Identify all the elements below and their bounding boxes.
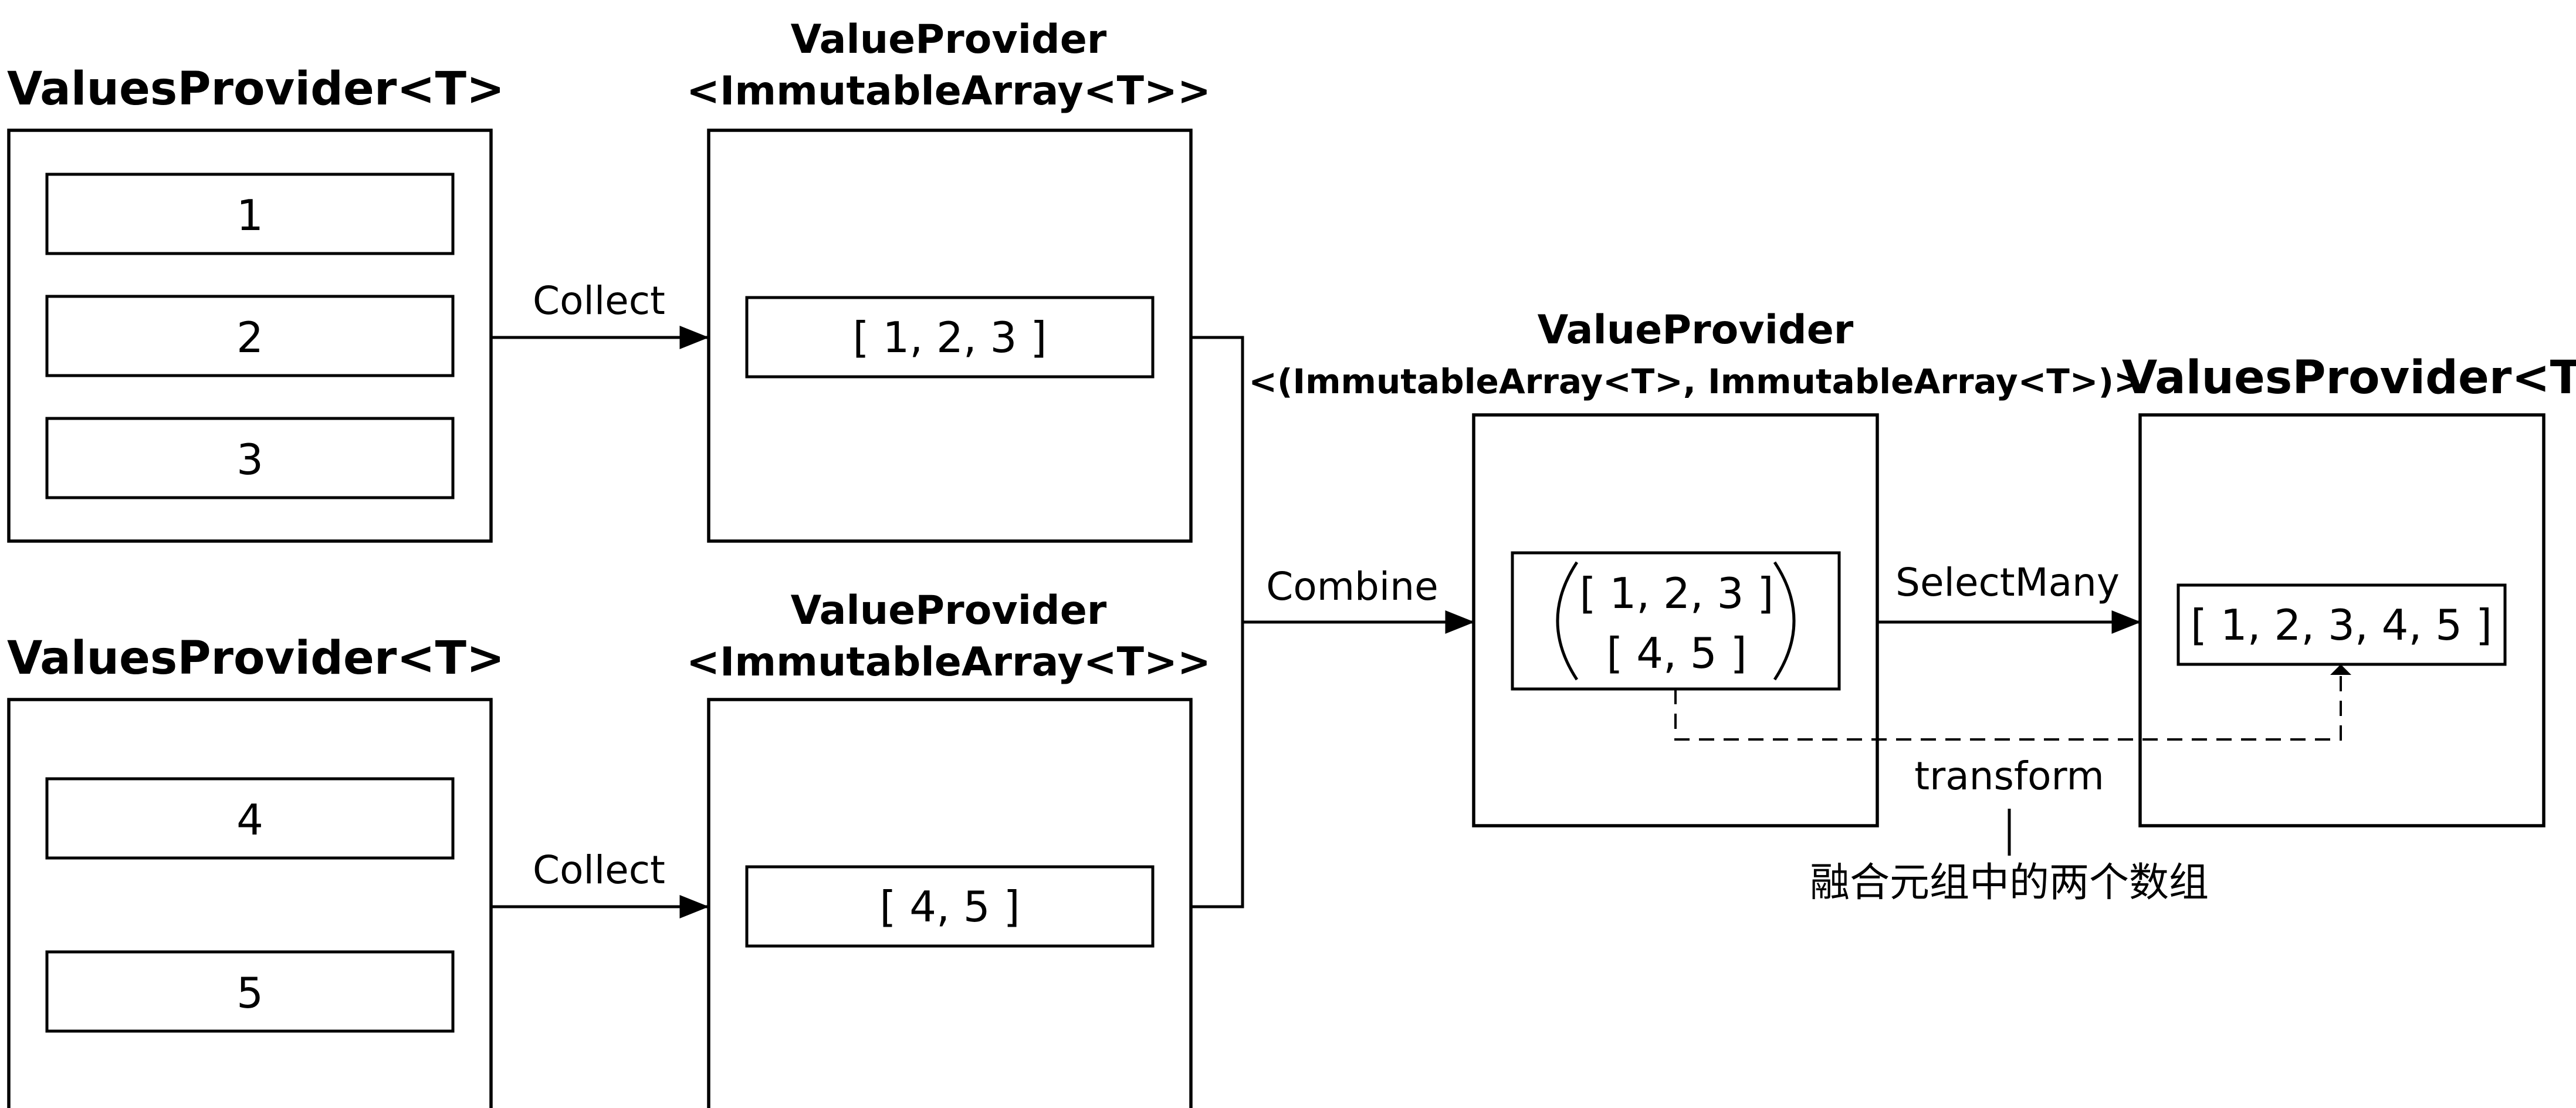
flattened-array-value: [ 1, 2, 3, 4, 5 ] [2191,600,2492,650]
combine-bracket-connector [1191,336,1244,908]
values-provider-top-box [7,129,493,543]
value-item-4: 4 [236,795,263,844]
value-item-5: 5 [236,968,263,1018]
collect-top-label: Collect [533,278,665,323]
value-item-1-box [45,173,455,255]
value-provider-combined-box [1472,413,1879,827]
tuple-left-paren [1556,561,1579,681]
value-provider-top-title: ValueProvider [791,16,1107,63]
tuple-second-array: [ 4, 5 ] [1606,629,1746,678]
array-bottom-value: [ 4, 5 ] [879,882,1020,931]
tuple-right-paren [1773,561,1796,681]
transform-dashed-arrow [1674,673,2342,741]
transform-arrowhead [2330,664,2351,675]
values-provider-result-title: ValuesProvider<T> [2122,352,2576,404]
value-item-3: 3 [236,435,263,484]
values-provider-bottom-box [7,698,493,1108]
value-item-2-box [45,295,455,377]
transform-label: transform [1914,754,2104,799]
value-provider-bottom-subtitle: <ImmutableArray<T>> [686,639,1211,685]
select-many-label: SelectMany [1895,560,2120,605]
flattened-array-box [2176,583,2507,666]
value-provider-top-box [707,129,1193,543]
values-provider-bottom-title: ValuesProvider<T> [7,632,505,685]
array-bottom-box [745,865,1155,948]
values-provider-top-title: ValuesProvider<T> [7,63,505,116]
value-item-5-box [45,950,455,1033]
transform-annotation: 融合元组中的两个数组 [1810,860,2209,906]
value-provider-bottom-title: ValueProvider [791,587,1107,634]
array-top-value: [ 1, 2, 3 ] [853,313,1047,362]
value-item-4-box [45,777,455,860]
value-provider-combined-title: ValueProvider [1538,307,1854,353]
array-top-box [745,296,1155,379]
collect-bottom-label: Collect [533,847,665,893]
value-item-1: 1 [236,191,263,240]
value-provider-bottom-box [707,698,1193,1108]
value-item-2: 2 [236,313,263,362]
value-item-3-box [45,417,455,499]
values-provider-result-box [2138,413,2545,827]
value-provider-top-subtitle: <ImmutableArray<T>> [686,68,1211,114]
tuple-first-array: [ 1, 2, 3 ] [1580,569,1774,618]
combine-label: Combine [1266,564,1438,609]
value-provider-combined-subtitle: <(ImmutableArray<T>, ImmutableArray<T>)> [1248,362,2142,401]
